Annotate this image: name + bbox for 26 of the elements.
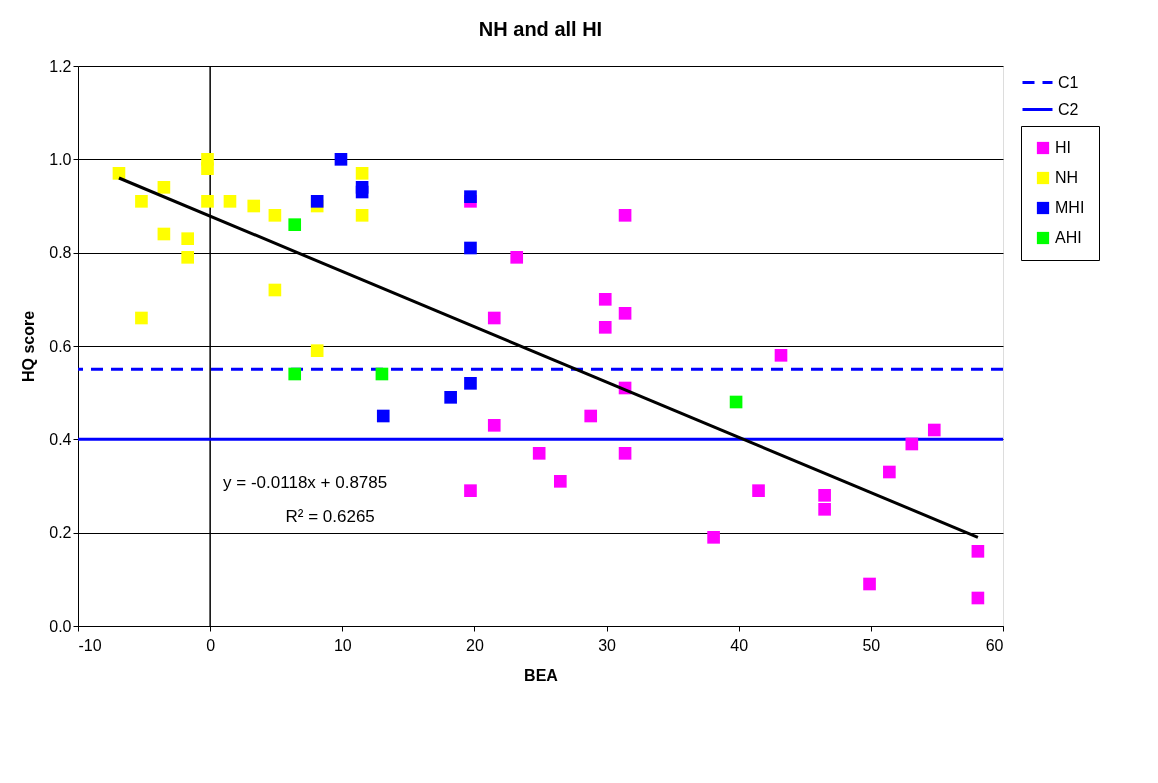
x-axis-title: BEA <box>524 666 559 684</box>
x-tick-label: 20 <box>466 636 484 654</box>
x-tick-label: 10 <box>333 636 352 654</box>
legend-label: MHI <box>1055 199 1085 216</box>
legend-label: HI <box>1055 139 1071 156</box>
legend-label: AHI <box>1055 229 1082 246</box>
x-tick-label: 30 <box>598 636 617 654</box>
y-tick-label: 0.8 <box>49 244 72 262</box>
legend-label: C2 <box>1058 100 1079 118</box>
x-tick-label: 50 <box>862 636 881 654</box>
annotation: R² = 0.6265 <box>285 507 375 527</box>
x-tick-label: 60 <box>985 636 1004 654</box>
chart-title: NH and all HI <box>478 18 603 40</box>
x-tick-label: -10 <box>78 636 102 654</box>
y-tick-label: 0.2 <box>49 524 72 542</box>
y-tick-label: 0.4 <box>49 430 72 448</box>
y-tick-label: 1.2 <box>49 57 72 75</box>
y-tick-label: 1.0 <box>49 150 72 168</box>
x-tick-label: 40 <box>730 636 749 654</box>
y-tick-label: 0.0 <box>49 617 72 635</box>
legend-label: C1 <box>1058 73 1079 91</box>
x-tick-label: 0 <box>206 636 216 654</box>
legend-label: NH <box>1055 169 1079 186</box>
y-axis-title: HQ score <box>20 310 38 383</box>
y-tick-label: 0.6 <box>49 337 72 355</box>
annotation: y = -0.0118x + 0.8785 <box>223 473 388 493</box>
